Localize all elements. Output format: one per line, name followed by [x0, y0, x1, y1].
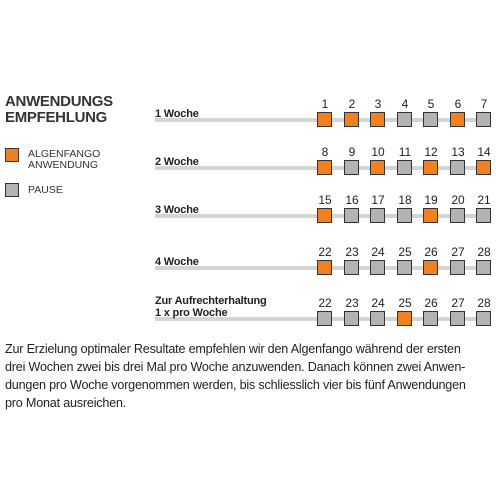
day-number: 13 — [451, 145, 465, 159]
footer-text: dungen pro Woche vorgenommen werden, bis… — [5, 378, 466, 392]
day-square — [344, 160, 359, 175]
footer-text: drei Wochen zwei bis drei Mal pro Woche … — [5, 360, 466, 374]
day-square — [397, 112, 412, 127]
day-number: 4 — [401, 97, 409, 111]
footer-text: Zur Erzielung optimaler Resultate empfeh… — [5, 342, 461, 356]
day-square — [450, 311, 465, 326]
legend-label: ALGENFANGO — [28, 148, 101, 160]
row-label: 3 Woche — [155, 204, 199, 216]
day-number: 15 — [318, 193, 332, 207]
day-square — [317, 112, 332, 127]
day-number: 10 — [371, 145, 385, 159]
day-square — [317, 208, 332, 223]
day-square — [370, 160, 385, 175]
day-number: 28 — [477, 245, 491, 259]
row-label: 1 Woche — [155, 108, 199, 120]
day-number: 11 — [398, 145, 412, 159]
day-number: 19 — [424, 193, 438, 207]
day-square — [423, 160, 438, 175]
day-square — [476, 208, 491, 223]
footer-text: pro Monat ausreichen. — [5, 396, 127, 410]
day-square — [423, 112, 438, 127]
day-square — [476, 311, 491, 326]
day-square — [423, 208, 438, 223]
day-square — [450, 260, 465, 275]
title: ANWENDUNGS — [5, 93, 113, 110]
day-number: 5 — [427, 97, 435, 111]
day-square — [397, 208, 412, 223]
day-number: 26 — [424, 245, 438, 259]
title: EMPFEHLUNG — [5, 109, 108, 126]
day-number: 6 — [454, 97, 462, 111]
day-square — [423, 311, 438, 326]
day-number: 3 — [374, 97, 382, 111]
day-square — [317, 260, 332, 275]
day-number: 17 — [371, 193, 385, 207]
day-square — [317, 311, 332, 326]
day-square — [370, 311, 385, 326]
day-number: 21 — [477, 193, 491, 207]
legend-label: PAUSE — [28, 184, 63, 196]
day-square — [344, 260, 359, 275]
day-number: 8 — [321, 145, 329, 159]
day-square — [450, 208, 465, 223]
day-number: 22 — [318, 296, 332, 310]
day-number: 9 — [348, 145, 356, 159]
day-square — [344, 208, 359, 223]
day-square — [476, 112, 491, 127]
day-number: 28 — [477, 296, 491, 310]
day-number: 24 — [371, 296, 385, 310]
day-number: 14 — [477, 145, 491, 159]
day-square — [370, 260, 385, 275]
day-square — [476, 260, 491, 275]
day-number: 12 — [424, 145, 438, 159]
day-square — [397, 260, 412, 275]
day-number: 2 — [348, 97, 356, 111]
day-square — [397, 160, 412, 175]
row-label: 4 Woche — [155, 256, 199, 268]
day-number: 26 — [424, 296, 438, 310]
day-number: 24 — [371, 245, 385, 259]
day-square — [370, 112, 385, 127]
day-number: 18 — [398, 193, 412, 207]
day-square — [423, 260, 438, 275]
row-label: 2 Woche — [155, 156, 199, 168]
day-square — [344, 112, 359, 127]
day-square — [450, 112, 465, 127]
day-number: 27 — [451, 296, 465, 310]
row-label: Zur Aufrechterhaltung — [155, 295, 267, 307]
day-number: 16 — [345, 193, 359, 207]
day-square — [397, 311, 412, 326]
day-square — [476, 160, 491, 175]
row-label: 1 x pro Woche — [155, 307, 228, 319]
day-square — [370, 208, 385, 223]
day-number: 7 — [480, 97, 488, 111]
legend-swatch — [5, 148, 19, 162]
day-number: 27 — [451, 245, 465, 259]
day-square — [344, 311, 359, 326]
legend-swatch — [5, 183, 19, 197]
day-number: 20 — [451, 193, 465, 207]
day-number: 1 — [321, 97, 329, 111]
day-number: 23 — [345, 245, 359, 259]
day-number: 23 — [345, 296, 359, 310]
day-number: 22 — [318, 245, 332, 259]
day-number: 25 — [398, 296, 412, 310]
day-number: 25 — [398, 245, 412, 259]
legend-label: ANWENDUNG — [28, 159, 98, 171]
day-square — [450, 160, 465, 175]
day-square — [317, 160, 332, 175]
